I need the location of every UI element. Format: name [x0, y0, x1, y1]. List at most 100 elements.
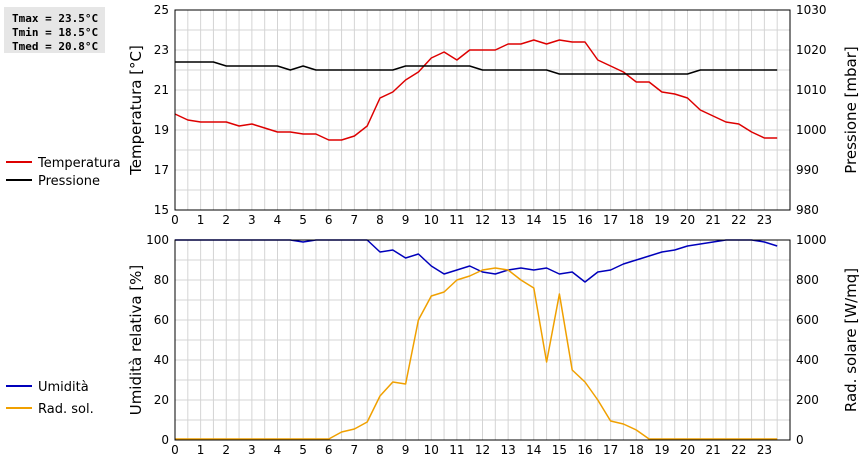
series-line-pressione [175, 61, 778, 75]
y-axis-label-left: Umidità relativa [%] [127, 265, 145, 416]
x-tick-label: 11 [449, 443, 464, 457]
y-tick-label-right: 0 [796, 433, 804, 447]
x-tick-label: 19 [654, 443, 669, 457]
x-tick-label: 23 [757, 443, 772, 457]
y-tick-label-right: 1000 [796, 233, 827, 247]
x-tick-label: 8 [376, 443, 384, 457]
x-tick-label: 21 [705, 443, 720, 457]
legend-label-umidita: Umidità [38, 380, 89, 395]
y-tick-label-left: 15 [154, 203, 169, 217]
y-axis-label-right: Rad. solare [W/mq] [842, 268, 860, 412]
tick-labels: 0 1 2 3 4 5 6 7 8 9 10 11 12 13 14 15 16 17 18 19 20 21 22 2315… [154, 3, 827, 227]
x-tick-label: 7 [351, 443, 359, 457]
x-tick-label: 23 [757, 213, 772, 227]
x-tick-label: 13 [500, 443, 515, 457]
x-tick-label: 12 [475, 443, 490, 457]
legend-label-temperatura: Temperatura [37, 156, 121, 171]
y-tick-label-left: 100 [146, 233, 169, 247]
x-tick-label: 16 [577, 213, 592, 227]
x-tick-label: 20 [680, 443, 695, 457]
x-tick-label: 21 [705, 213, 720, 227]
y-tick-label-left: 40 [154, 353, 169, 367]
x-tick-label: 22 [731, 443, 746, 457]
series-lines [174, 39, 778, 141]
x-tick-label: 18 [629, 213, 644, 227]
y-tick-label-right: 980 [796, 203, 819, 217]
x-tick-label: 3 [248, 213, 256, 227]
y-tick-label-left: 23 [154, 43, 169, 57]
humidity-radiation-panel: 0 1 2 3 4 5 6 7 8 9 10 11 12 13 14 15 16 17 18 19 20 21 22 2302… [6, 233, 860, 457]
y-tick-label-right: 1030 [796, 3, 827, 17]
y-axis-label-right: Pressione [mbar] [842, 46, 860, 174]
x-tick-label: 22 [731, 213, 746, 227]
legend: Umidità Rad. sol. [6, 380, 94, 417]
stats-box-background [4, 7, 105, 53]
y-tick-label-left: 80 [154, 273, 169, 287]
x-tick-label: 16 [577, 443, 592, 457]
y-tick-label-left: 21 [154, 83, 169, 97]
x-tick-label: 2 [222, 443, 230, 457]
y-tick-label-left: 60 [154, 313, 169, 327]
stats-box: Tmax = 23.5°C Tmin = 18.5°C Tmed = 20.8°… [4, 7, 105, 53]
series-line-rad-sol [175, 267, 778, 440]
x-tick-label: 4 [274, 443, 282, 457]
x-tick-label: 5 [299, 213, 307, 227]
x-tick-label: 13 [500, 213, 515, 227]
x-tick-label: 11 [449, 213, 464, 227]
y-tick-label-right: 400 [796, 353, 819, 367]
x-tick-label: 10 [424, 213, 439, 227]
x-tick-label: 0 [171, 443, 179, 457]
stat-tmed: Tmed = 20.8°C [12, 40, 98, 53]
x-tick-label: 4 [274, 213, 282, 227]
legend-label-pressione: Pressione [38, 174, 100, 189]
y-tick-label-left: 17 [154, 163, 169, 177]
x-tick-label: 14 [526, 443, 541, 457]
grid [175, 10, 790, 210]
x-tick-label: 2 [222, 213, 230, 227]
x-tick-label: 14 [526, 213, 541, 227]
legend: Temperatura Pressione [6, 156, 121, 189]
x-tick-label: 0 [171, 213, 179, 227]
y-tick-label-right: 800 [796, 273, 819, 287]
x-tick-label: 7 [351, 213, 359, 227]
x-tick-label: 8 [376, 213, 384, 227]
x-tick-label: 6 [325, 213, 333, 227]
x-tick-label: 3 [248, 443, 256, 457]
plot-frame [174, 9, 791, 211]
x-tick-label: 1 [197, 213, 205, 227]
y-tick-label-right: 600 [796, 313, 819, 327]
x-tick-label: 20 [680, 213, 695, 227]
plot-frame [174, 239, 791, 441]
x-tick-label: 17 [603, 213, 618, 227]
y-tick-label-left: 19 [154, 123, 169, 137]
temperature-pressure-panel: 0 1 2 3 4 5 6 7 8 9 10 11 12 13 14 15 16 17 18 19 20 21 22 2315… [6, 3, 860, 227]
x-tick-label: 6 [325, 443, 333, 457]
y-tick-label-left: 20 [154, 393, 169, 407]
grid [175, 240, 790, 440]
y-tick-label-right: 200 [796, 393, 819, 407]
x-tick-label: 10 [424, 443, 439, 457]
legend-label-rad-sol: Rad. sol. [38, 402, 94, 417]
x-tick-label: 1 [197, 443, 205, 457]
x-tick-label: 15 [552, 443, 567, 457]
stat-tmin: Tmin = 18.5°C [12, 26, 98, 39]
y-tick-label-right: 990 [796, 163, 819, 177]
series-line-temperatura [174, 39, 778, 141]
tick-labels: 0 1 2 3 4 5 6 7 8 9 10 11 12 13 14 15 16 17 18 19 20 21 22 2302… [146, 233, 826, 457]
y-tick-label-left: 25 [154, 3, 169, 17]
x-tick-label: 19 [654, 213, 669, 227]
x-tick-label: 9 [402, 443, 410, 457]
y-tick-label-right: 1010 [796, 83, 827, 97]
x-tick-label: 15 [552, 213, 567, 227]
x-tick-label: 5 [299, 443, 307, 457]
x-tick-label: 12 [475, 213, 490, 227]
y-tick-label-left: 0 [161, 433, 169, 447]
y-tick-label-right: 1000 [796, 123, 827, 137]
y-axis-label-left: Temperatura [°C] [127, 45, 145, 176]
y-tick-label-right: 1020 [796, 43, 827, 57]
x-tick-label: 17 [603, 443, 618, 457]
stat-tmax: Tmax = 23.5°C [12, 12, 98, 25]
x-tick-label: 18 [629, 443, 644, 457]
x-tick-label: 9 [402, 213, 410, 227]
